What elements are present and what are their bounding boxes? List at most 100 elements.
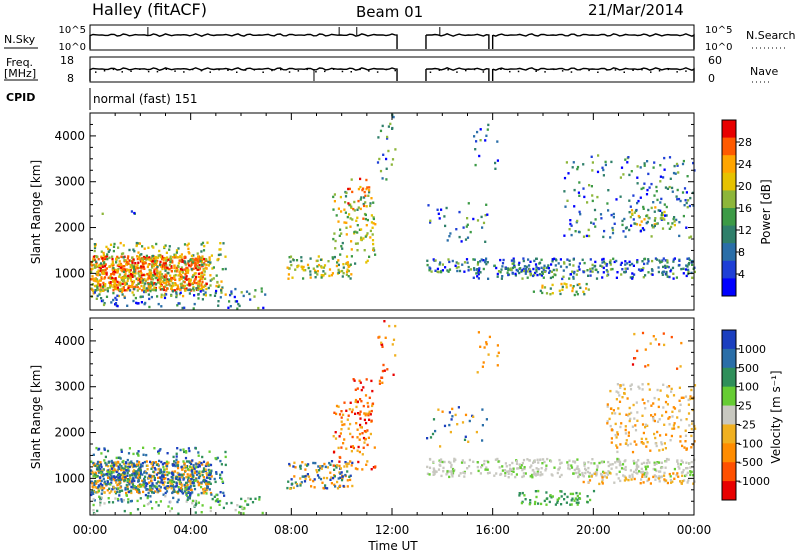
power-cell [158,249,161,253]
power-cell [602,271,605,274]
power-cell [572,277,575,280]
velocity-cell [486,468,489,471]
velocity-cell [120,498,123,501]
power-cell [192,287,195,290]
velocity-cell [366,429,369,432]
power-cell [195,281,198,285]
power-cell [328,274,331,278]
power-cell [548,271,551,274]
velocity-cell [193,471,197,475]
power-cell [173,264,176,267]
velocity-cell [623,460,626,463]
velocity-cell [448,475,451,479]
power-cell [366,259,369,262]
velocity-cell [180,475,183,479]
velocity-cell [138,476,142,479]
power-cell [647,258,650,261]
power-cell [168,268,171,271]
power-cell [569,284,572,287]
power-cell [316,265,319,268]
power-cell [118,288,121,291]
velocity-cell [522,474,525,478]
velocity-cell [428,473,431,476]
power-cell [146,278,149,281]
velocity-cell [504,474,507,477]
power-cell [127,286,130,290]
velocity-cell [545,491,548,494]
velocity-cell [343,465,346,468]
power-cell [606,270,609,273]
power-cell [522,257,525,260]
velocity-cell [625,478,628,481]
power-cell [93,291,96,294]
power-cell [114,296,117,300]
noise-panel: N.Sky 10^5 10^0 10^5 10^0 N.Search [4,24,796,53]
velocity-cell [179,489,182,493]
power-cell [198,260,201,263]
velocity-cell [103,480,106,483]
velocity-cell [166,481,169,484]
power-cell [551,292,554,295]
power-cell [337,268,340,272]
power-cell [591,194,594,197]
power-cell [362,237,365,240]
velocity-cell [456,423,459,426]
velocity-cell [505,465,508,468]
power-cell [527,258,530,261]
power-cell [165,283,168,287]
velocity-cell [426,472,429,475]
power-cell [370,197,373,200]
nave-point [95,71,97,73]
velocity-cell [681,461,684,464]
power-cell [147,246,150,249]
power-cell [473,267,476,270]
power-cell [209,294,212,297]
velocity-cell [142,485,145,488]
velocity-cell [302,475,305,478]
velocity-cell [177,498,180,501]
velocity-cell [540,467,543,470]
power-cell [119,281,122,284]
power-cell [606,202,609,205]
power-cell [337,271,340,274]
power-cell [142,287,146,290]
velocity-cell [336,480,339,484]
velocity-cell [661,448,664,451]
velocity-cell [205,463,208,466]
power-cell [569,219,572,222]
velocity-cell [338,464,341,468]
power-cell [92,292,95,295]
power-cell [379,129,383,133]
velocity-cell [433,470,436,473]
velocity-cell [346,418,349,421]
power-cell [193,279,196,282]
power-cell [148,287,151,291]
velocity-cell [614,433,617,437]
velocity-cell [679,463,682,466]
velocity-cell [111,461,114,464]
velocity-cell [108,491,111,495]
power-cell [688,236,691,239]
power-cell [178,277,181,281]
velocity-cell [644,348,647,351]
power-cell [99,264,102,267]
power-cell [211,267,214,270]
velocity-cell [624,465,627,469]
velocity-cell [446,471,449,475]
power-cell [111,260,114,263]
velocity-cell [353,379,356,382]
velocity-cell [193,479,196,482]
velocity-cell [97,466,100,469]
power-cell [122,286,125,289]
velocity-cell [175,458,178,461]
velocity-cell [182,466,185,469]
velocity-cell [572,472,575,475]
velocity-cell [596,464,599,468]
velocity-cell [113,469,117,472]
power-cell [653,219,656,222]
power-cell [642,266,645,270]
power-cell [197,280,200,283]
power-cell [685,274,688,278]
nave-point [623,71,625,73]
velocity-cell [363,441,366,444]
